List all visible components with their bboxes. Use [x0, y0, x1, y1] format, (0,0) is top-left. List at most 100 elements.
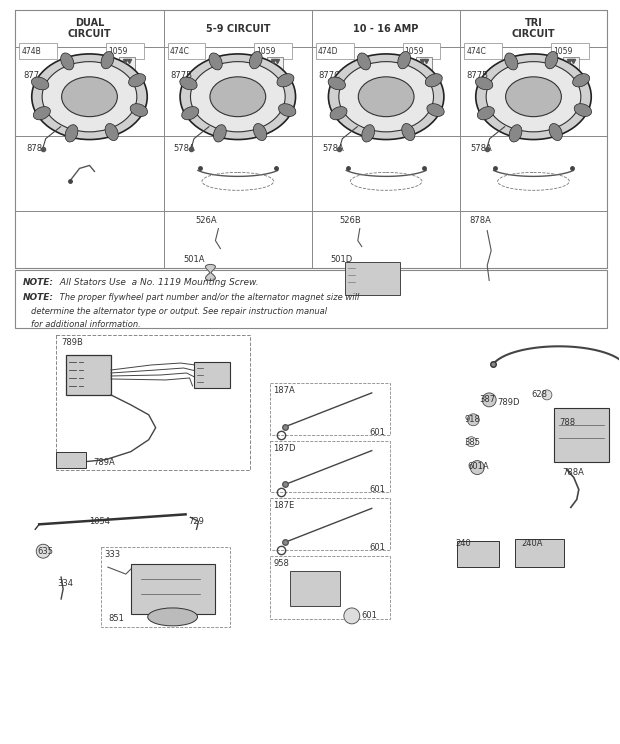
- Bar: [267, 57, 283, 71]
- Bar: [56, 335, 250, 469]
- Ellipse shape: [357, 53, 371, 70]
- Text: 601: 601: [361, 611, 378, 620]
- Text: for additional information.: for additional information.: [31, 320, 141, 330]
- Ellipse shape: [190, 62, 285, 132]
- Ellipse shape: [105, 124, 118, 141]
- Ellipse shape: [148, 608, 198, 626]
- Text: 10 - 16 AMP: 10 - 16 AMP: [353, 24, 419, 33]
- Text: 578A: 578A: [471, 144, 492, 153]
- Ellipse shape: [32, 77, 49, 90]
- Ellipse shape: [402, 124, 415, 141]
- Bar: [290, 571, 340, 606]
- Bar: [16, 10, 606, 269]
- Text: NOTE:: NOTE:: [24, 293, 55, 302]
- Ellipse shape: [277, 74, 294, 87]
- Bar: [56, 452, 86, 467]
- Ellipse shape: [180, 77, 197, 90]
- Text: 5-9 CIRCUIT: 5-9 CIRCUIT: [206, 24, 270, 33]
- Ellipse shape: [574, 103, 591, 117]
- Circle shape: [542, 390, 552, 400]
- Circle shape: [471, 461, 484, 475]
- Text: 851: 851: [108, 614, 124, 623]
- Ellipse shape: [101, 51, 114, 68]
- Bar: [270, 383, 389, 434]
- Bar: [551, 43, 589, 60]
- Bar: [16, 271, 606, 328]
- Ellipse shape: [329, 54, 444, 140]
- Text: 958: 958: [273, 559, 289, 568]
- Ellipse shape: [328, 77, 345, 90]
- Text: 877C: 877C: [318, 71, 340, 80]
- Ellipse shape: [486, 62, 581, 132]
- Text: 789B: 789B: [61, 339, 83, 347]
- Text: 877B: 877B: [170, 71, 193, 80]
- Text: TRI
CIRCUIT: TRI CIRCUIT: [512, 18, 556, 39]
- Bar: [402, 43, 440, 60]
- Ellipse shape: [33, 106, 50, 120]
- Circle shape: [467, 414, 479, 426]
- Text: 474C: 474C: [466, 47, 486, 56]
- Text: 240: 240: [455, 539, 471, 548]
- Text: 877: 877: [24, 71, 40, 80]
- Ellipse shape: [254, 124, 267, 141]
- Text: 1059: 1059: [256, 47, 276, 56]
- Text: 918: 918: [464, 415, 480, 424]
- Bar: [193, 362, 231, 388]
- Bar: [119, 57, 135, 71]
- Bar: [270, 440, 389, 493]
- Ellipse shape: [249, 51, 262, 68]
- Text: The proper flywheel part number and/or the alternator magnet size will: The proper flywheel part number and/or t…: [57, 293, 360, 302]
- Ellipse shape: [213, 125, 226, 142]
- Ellipse shape: [61, 53, 74, 70]
- Bar: [131, 564, 215, 614]
- Text: 387: 387: [479, 395, 495, 404]
- Ellipse shape: [476, 77, 493, 90]
- Ellipse shape: [330, 106, 347, 120]
- Text: 240A: 240A: [521, 539, 542, 548]
- Text: 187E: 187E: [273, 501, 294, 510]
- Ellipse shape: [42, 62, 137, 132]
- Ellipse shape: [61, 77, 117, 117]
- Bar: [106, 43, 144, 60]
- Text: 578A: 578A: [174, 144, 195, 153]
- Ellipse shape: [182, 106, 198, 120]
- Text: 878A: 878A: [469, 216, 491, 225]
- Circle shape: [344, 608, 360, 624]
- Ellipse shape: [278, 103, 296, 117]
- Circle shape: [482, 393, 496, 407]
- Bar: [515, 539, 564, 567]
- Text: determine the alternator type or output. See repair instruction manual: determine the alternator type or output.…: [31, 307, 327, 316]
- Bar: [563, 57, 578, 71]
- Text: 526B: 526B: [340, 216, 361, 225]
- Ellipse shape: [505, 53, 518, 70]
- Ellipse shape: [549, 124, 562, 141]
- Ellipse shape: [32, 54, 147, 140]
- Text: 601: 601: [370, 486, 386, 495]
- Ellipse shape: [506, 77, 561, 117]
- Bar: [464, 43, 502, 60]
- Text: 729: 729: [188, 517, 205, 526]
- Ellipse shape: [427, 103, 444, 117]
- Ellipse shape: [398, 51, 410, 68]
- Text: 601: 601: [370, 428, 386, 437]
- Text: NOTE:: NOTE:: [24, 278, 55, 287]
- Ellipse shape: [128, 74, 146, 87]
- Ellipse shape: [339, 62, 433, 132]
- Text: 1059: 1059: [108, 47, 127, 56]
- Text: 501D: 501D: [330, 254, 352, 263]
- Text: 474D: 474D: [318, 47, 339, 56]
- Text: 501A: 501A: [184, 254, 205, 263]
- Text: 788: 788: [559, 418, 575, 427]
- Text: 474C: 474C: [170, 47, 190, 56]
- Polygon shape: [205, 265, 215, 280]
- Text: 601: 601: [370, 543, 386, 552]
- Text: 333: 333: [104, 551, 120, 559]
- Text: 601A: 601A: [467, 461, 489, 471]
- Text: 789D: 789D: [497, 398, 520, 407]
- Ellipse shape: [545, 51, 558, 68]
- Text: 187A: 187A: [273, 386, 295, 395]
- Text: 187D: 187D: [273, 443, 296, 452]
- Text: 578A: 578A: [322, 144, 343, 153]
- Bar: [554, 408, 609, 461]
- Ellipse shape: [509, 125, 522, 142]
